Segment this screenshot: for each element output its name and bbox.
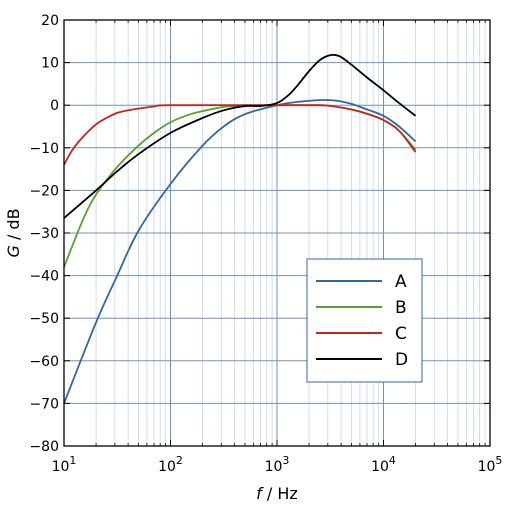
legend-label-c: C	[395, 324, 407, 344]
legend-label-d: D	[395, 350, 408, 370]
x-axis-unit: / Hz	[262, 484, 298, 503]
x-tick-base: 10	[158, 459, 176, 475]
y-tick-label: 10	[41, 56, 59, 72]
x-tick-base: 10	[371, 459, 389, 475]
x-tick-labels: 101 102 103 104 105	[52, 454, 503, 475]
y-axis-title: G / dB	[4, 208, 23, 257]
y-tick-label: −50	[29, 311, 59, 327]
legend-box	[306, 258, 423, 383]
x-tick-label: 101	[52, 454, 77, 475]
x-tick-exponent: 1	[69, 454, 76, 467]
legend-label-b: B	[395, 298, 407, 318]
x-tick-label: 105	[478, 454, 503, 475]
x-tick-base: 10	[52, 459, 70, 475]
series-lines	[63, 53, 417, 404]
x-tick-exponent: 2	[176, 454, 183, 467]
y-tick-label: 20	[41, 13, 59, 29]
y-tick-label: −70	[29, 396, 59, 412]
x-axis-symbol: f	[256, 484, 264, 503]
x-tick-exponent: 5	[495, 454, 502, 467]
x-tick-exponent: 4	[389, 454, 396, 467]
series-line-c	[63, 104, 417, 166]
legend-label-a: A	[395, 272, 407, 292]
x-tick-base: 10	[265, 459, 283, 475]
y-tick-label: −60	[29, 354, 59, 370]
x-tick-base: 10	[478, 459, 496, 475]
x-tick-label: 104	[371, 454, 396, 475]
y-axis-unit: / dB	[4, 208, 23, 245]
y-axis-symbol: G	[4, 245, 23, 257]
y-tick-label: −20	[29, 183, 59, 199]
y-tick-label: −30	[29, 226, 59, 242]
x-tick-exponent: 3	[282, 454, 289, 467]
y-tick-labels: 20 10 0 −10 −20 −30 −40 −50 −60 −70 −80	[29, 13, 59, 455]
x-tick-label: 103	[265, 454, 290, 475]
y-tick-label: 0	[50, 98, 59, 114]
x-axis-title: f / Hz	[256, 484, 298, 503]
y-tick-label: −10	[29, 141, 59, 157]
y-tick-label: −40	[29, 269, 59, 285]
x-tick-label: 102	[158, 454, 183, 475]
axis-ticks	[63, 19, 491, 447]
series-line-d	[63, 53, 417, 219]
y-tick-label: −80	[29, 439, 59, 455]
